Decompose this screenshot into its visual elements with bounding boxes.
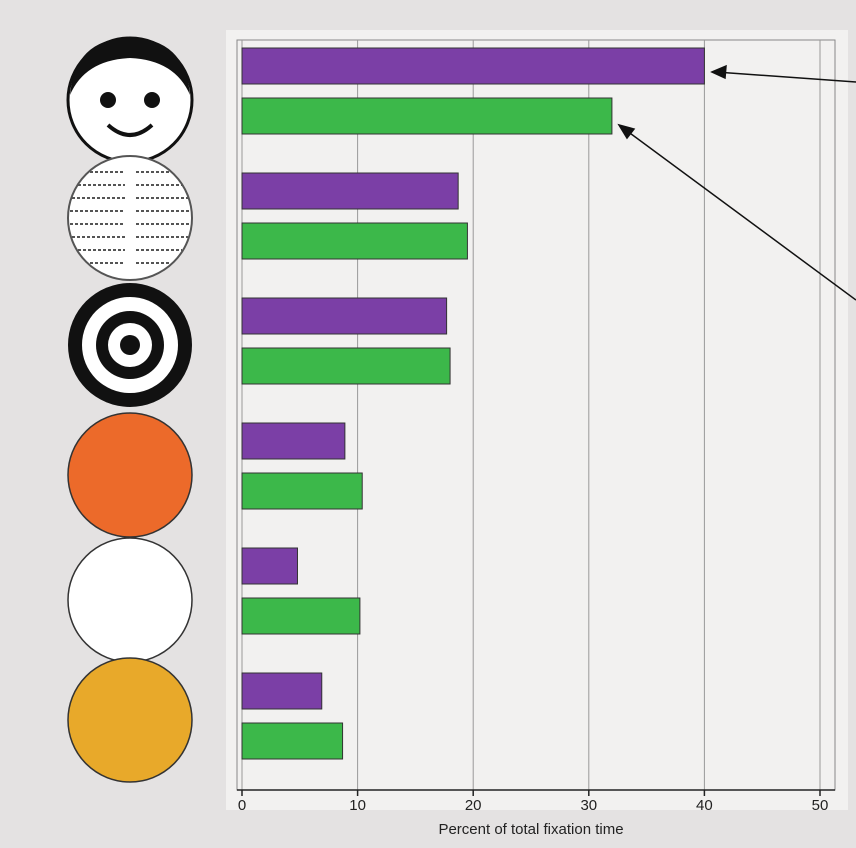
bar [241, 222, 468, 260]
orange-disc-icon [67, 412, 193, 538]
bullseye-icon [68, 283, 192, 407]
bar [241, 547, 298, 585]
bar [241, 597, 361, 635]
bar [241, 297, 448, 335]
yellow-disc-icon [67, 657, 193, 783]
plot-background [226, 30, 848, 810]
white-disc-icon [67, 537, 193, 663]
bar [241, 172, 459, 210]
arrows [617, 64, 856, 301]
face-icon [66, 36, 194, 164]
bar [241, 472, 363, 510]
x-tick-label: 20 [465, 797, 482, 814]
bar [241, 97, 613, 135]
x-tick-label: 40 [696, 797, 713, 814]
x-tick-label: 30 [580, 797, 597, 814]
bar [241, 47, 705, 85]
newsprint-icon [67, 155, 193, 281]
bar [241, 722, 344, 760]
x-tick-label: 0 [238, 797, 246, 814]
x-axis-label: Percent of total fixation time [438, 821, 623, 838]
bar [241, 422, 346, 460]
x-tick-label: 10 [349, 797, 366, 814]
x-tick-label: 50 [812, 797, 829, 814]
bar [241, 347, 451, 385]
bar [241, 672, 323, 710]
